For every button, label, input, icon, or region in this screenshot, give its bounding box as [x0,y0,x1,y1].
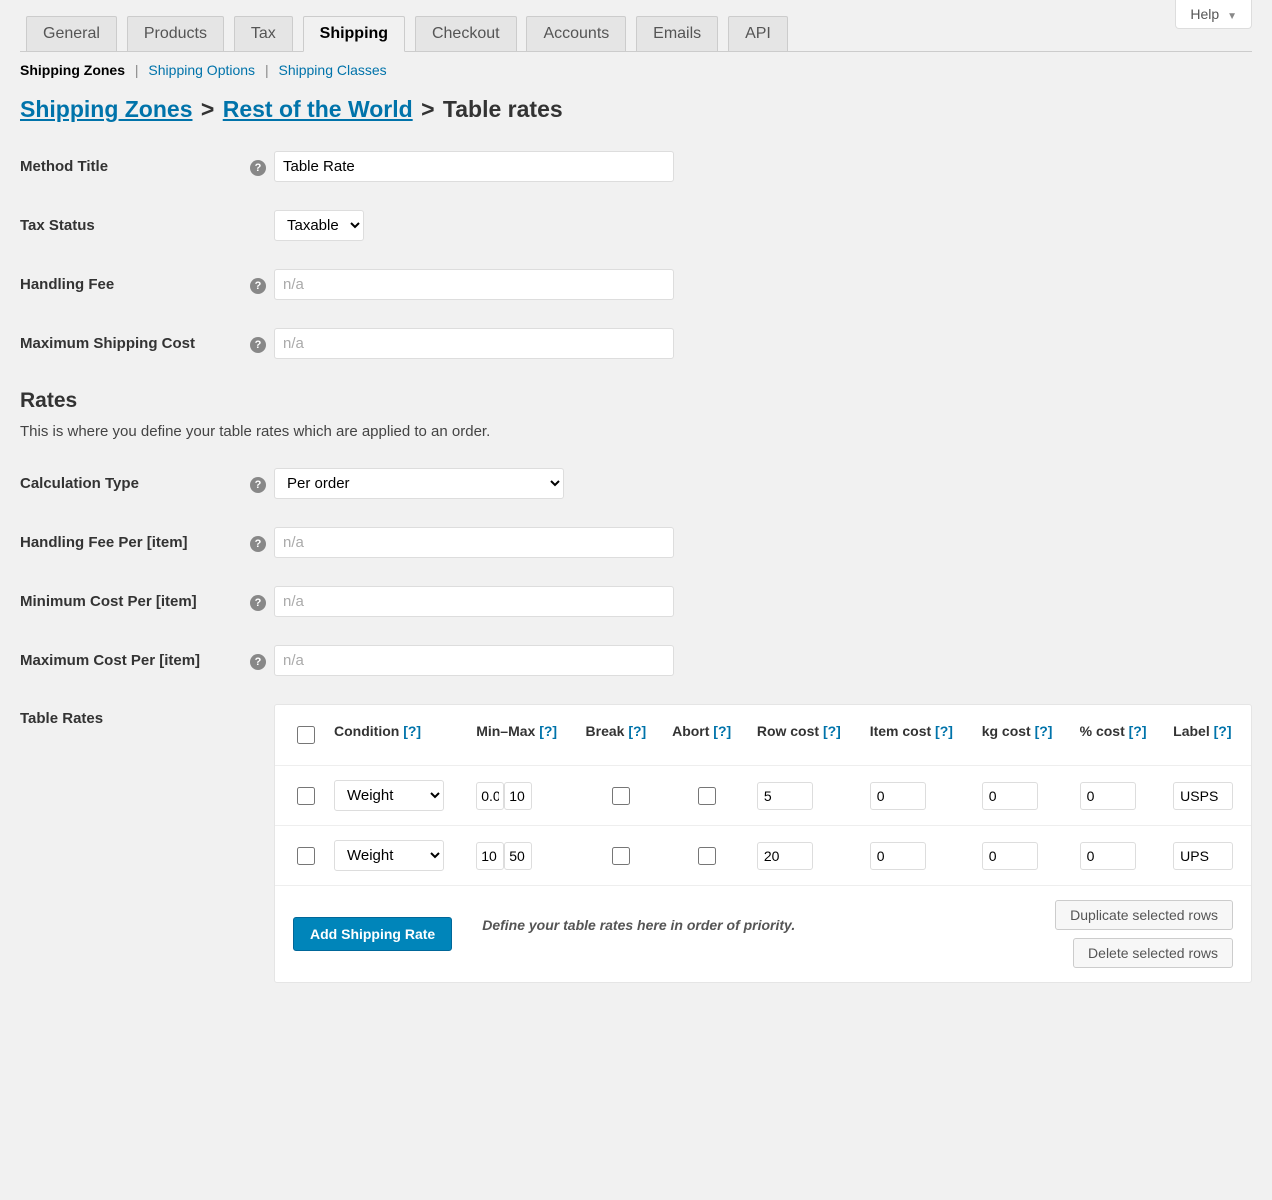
th-minmax: Min–Max [476,723,535,739]
th-label: Label [1173,723,1210,739]
label-input[interactable] [1173,782,1233,810]
tab-general[interactable]: General [26,16,117,51]
th-row-cost: Row cost [757,723,819,739]
th-item-cost: Item cost [870,723,931,739]
min-cost-per-input[interactable] [274,586,674,617]
row-cost-input[interactable] [757,842,813,870]
handling-fee-per-input[interactable] [274,527,674,558]
handling-fee-input[interactable] [274,269,674,300]
help-icon[interactable]: [?] [1035,723,1053,739]
row-cost-input[interactable] [757,782,813,810]
tab-api[interactable]: API [728,16,788,51]
help-icon[interactable]: [?] [823,723,841,739]
abort-checkbox[interactable] [698,787,716,805]
th-pct-cost: % cost [1080,723,1125,739]
breadcrumb-arrow: > [421,96,434,122]
help-icon[interactable]: [?] [935,723,953,739]
help-icon[interactable]: [?] [628,723,646,739]
label-calc-type: Calculation Type [20,475,250,492]
chevron-down-icon: ▼ [1227,11,1237,22]
breadcrumb-rest[interactable]: Rest of the World [223,96,413,122]
separator: | [265,62,269,78]
tab-products[interactable]: Products [127,16,224,51]
label-handling-fee-per: Handling Fee Per [item] [20,534,250,551]
subnav: Shipping Zones | Shipping Options | Ship… [20,62,1252,78]
min-input[interactable] [476,782,504,810]
breadcrumb: Shipping Zones > Rest of the World > Tab… [20,96,1252,123]
pct-cost-input[interactable] [1080,842,1136,870]
tab-tax[interactable]: Tax [234,16,293,51]
help-icon[interactable]: ? [250,337,266,353]
max-cost-per-input[interactable] [274,645,674,676]
breadcrumb-current: Table rates [443,96,563,122]
help-button-label: Help [1190,6,1219,22]
th-break: Break [586,723,625,739]
help-icon[interactable]: ? [250,654,266,670]
add-shipping-rate-button[interactable]: Add Shipping Rate [293,917,452,951]
help-icon[interactable]: ? [250,595,266,611]
row-checkbox[interactable] [297,847,315,865]
help-icon[interactable]: [?] [1129,723,1147,739]
tabs-nav: General Products Tax Shipping Checkout A… [20,0,1252,52]
label-input[interactable] [1173,842,1233,870]
breadcrumb-arrow: > [201,96,214,122]
subnav-classes[interactable]: Shipping Classes [278,62,386,78]
th-abort: Abort [672,723,709,739]
max-input[interactable] [504,782,532,810]
label-tax-status: Tax Status [20,217,250,234]
break-checkbox[interactable] [612,787,630,805]
max-ship-cost-input[interactable] [274,328,674,359]
row-checkbox[interactable] [297,787,315,805]
breadcrumb-zones[interactable]: Shipping Zones [20,96,193,122]
method-title-input[interactable] [274,151,674,182]
max-input[interactable] [504,842,532,870]
help-icon[interactable]: ? [250,477,266,493]
select-all-checkbox[interactable] [297,726,315,744]
section-rates-desc: This is where you define your table rate… [20,423,1252,440]
help-icon[interactable]: ? [250,536,266,552]
tab-checkout[interactable]: Checkout [415,16,517,51]
label-min-cost-per: Minimum Cost Per [item] [20,593,250,610]
label-method-title: Method Title [20,158,250,175]
subnav-options[interactable]: Shipping Options [148,62,255,78]
rates-table: Condition [?] Min–Max [?] Break [?] Abor… [275,705,1251,886]
label-handling-fee: Handling Fee [20,276,250,293]
separator: | [135,62,139,78]
item-cost-input[interactable] [870,782,926,810]
duplicate-rows-button[interactable]: Duplicate selected rows [1055,900,1233,930]
th-kg-cost: kg cost [982,723,1031,739]
help-icon[interactable]: [?] [713,723,731,739]
tab-accounts[interactable]: Accounts [526,16,626,51]
pct-cost-input[interactable] [1080,782,1136,810]
subnav-zones[interactable]: Shipping Zones [20,62,125,78]
min-input[interactable] [476,842,504,870]
condition-select[interactable]: Weight [334,840,444,871]
item-cost-input[interactable] [870,842,926,870]
kg-cost-input[interactable] [982,782,1038,810]
condition-select[interactable]: Weight [334,780,444,811]
delete-rows-button[interactable]: Delete selected rows [1073,938,1233,968]
help-icon[interactable]: [?] [1214,723,1232,739]
table-row: Weight [275,826,1251,886]
label-max-ship-cost: Maximum Shipping Cost [20,335,250,352]
section-rates-title: Rates [20,389,1252,413]
calc-type-select[interactable]: Per order [274,468,564,499]
tab-emails[interactable]: Emails [636,16,718,51]
help-icon[interactable]: [?] [403,723,421,739]
table-row: Weight [275,766,1251,826]
kg-cost-input[interactable] [982,842,1038,870]
tax-status-select[interactable]: Taxable [274,210,364,241]
help-icon[interactable]: ? [250,160,266,176]
help-icon[interactable]: ? [250,278,266,294]
help-icon[interactable]: [?] [539,723,557,739]
tab-shipping[interactable]: Shipping [303,16,405,52]
th-condition: Condition [334,723,399,739]
label-table-rates: Table Rates [20,704,274,983]
help-button[interactable]: Help ▼ [1175,0,1252,29]
footer-note: Define your table rates here in order of… [462,917,1045,951]
break-checkbox[interactable] [612,847,630,865]
abort-checkbox[interactable] [698,847,716,865]
label-max-cost-per: Maximum Cost Per [item] [20,652,250,669]
